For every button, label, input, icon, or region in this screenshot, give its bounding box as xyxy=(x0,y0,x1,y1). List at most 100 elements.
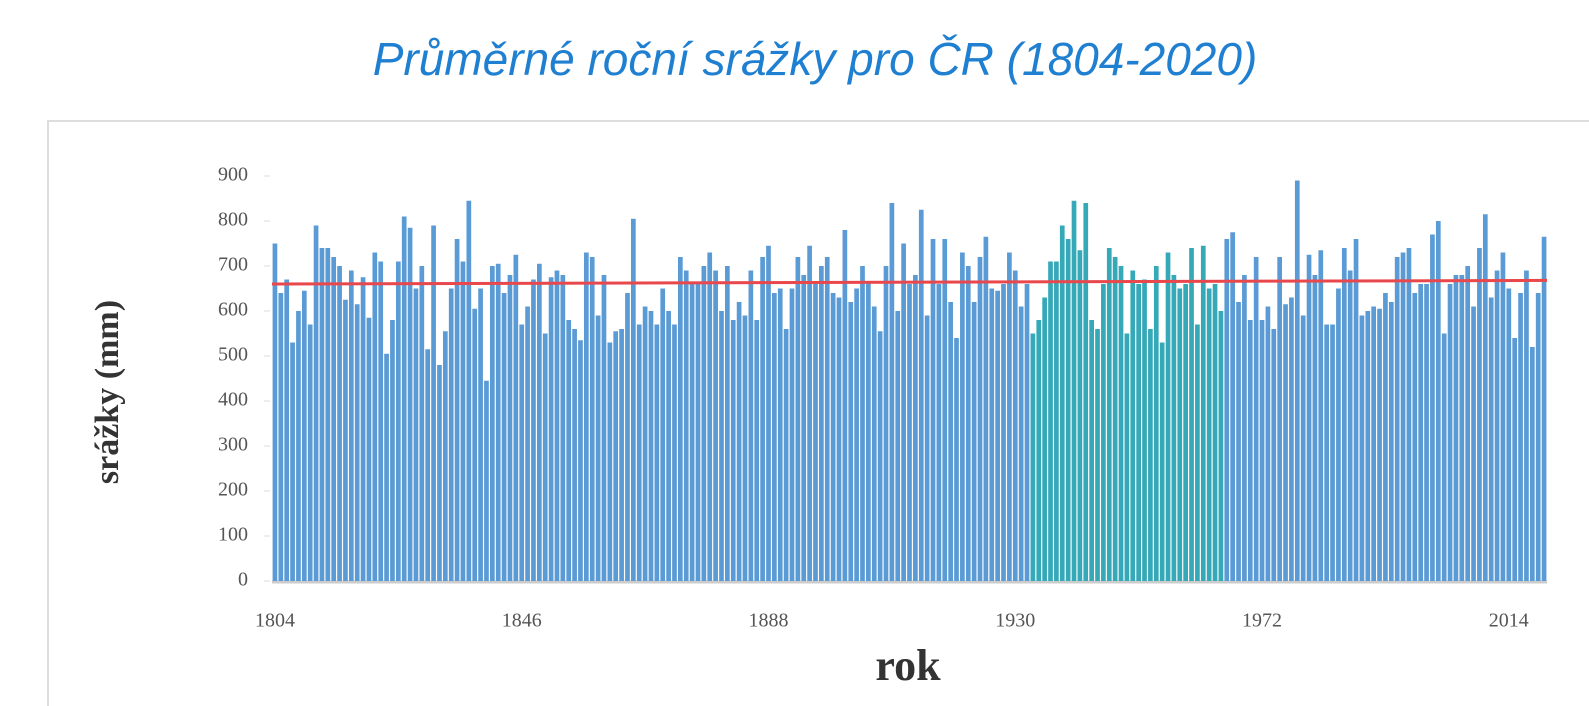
bar xyxy=(595,315,601,581)
bar xyxy=(977,257,983,581)
bar xyxy=(448,288,454,581)
bar xyxy=(813,284,818,581)
bar xyxy=(760,257,765,581)
bar xyxy=(1001,284,1006,581)
bar xyxy=(536,263,542,581)
bar xyxy=(777,288,783,581)
bar xyxy=(607,342,613,581)
bar xyxy=(589,257,595,581)
bar xyxy=(284,279,290,581)
bar xyxy=(296,311,301,581)
bar xyxy=(1294,180,1300,581)
bar xyxy=(1095,329,1100,581)
bar xyxy=(1159,342,1165,581)
bar xyxy=(460,261,466,581)
bar xyxy=(1424,284,1429,581)
y-tick-label: 800 xyxy=(218,209,248,231)
bar xyxy=(889,203,895,581)
bar xyxy=(1089,320,1094,581)
bar xyxy=(1083,203,1089,581)
bar xyxy=(548,277,554,581)
bar xyxy=(1124,333,1130,581)
bar xyxy=(1482,214,1488,581)
bar xyxy=(1535,293,1541,581)
bar xyxy=(1518,293,1523,581)
bar xyxy=(525,306,530,581)
bar xyxy=(795,257,801,581)
bar xyxy=(901,243,906,581)
bar xyxy=(319,248,325,581)
bar xyxy=(1253,257,1259,581)
bar xyxy=(343,299,348,581)
bar xyxy=(578,340,583,581)
bar xyxy=(313,225,319,581)
bar xyxy=(754,320,760,581)
bar xyxy=(1242,275,1247,581)
bar xyxy=(542,333,548,581)
bar xyxy=(619,329,624,581)
bar xyxy=(301,290,307,581)
bar xyxy=(290,342,295,581)
x-tick-label: 2014 xyxy=(1489,610,1529,632)
bar xyxy=(772,293,777,581)
bar xyxy=(1406,248,1412,581)
bar xyxy=(742,315,748,581)
bar xyxy=(736,302,742,581)
bar xyxy=(395,261,401,581)
bar xyxy=(989,288,995,581)
y-tick-label: 100 xyxy=(218,524,248,546)
bar xyxy=(630,218,636,581)
y-tick-label: 200 xyxy=(218,479,248,501)
bar xyxy=(1500,252,1506,581)
bar xyxy=(960,252,965,581)
bar xyxy=(1306,254,1312,581)
bar xyxy=(719,311,724,581)
x-tick-label: 1804 xyxy=(255,610,295,632)
bar xyxy=(1177,288,1183,581)
bar xyxy=(278,293,284,581)
bar xyxy=(1195,324,1200,581)
bar xyxy=(401,216,407,581)
bar xyxy=(783,329,789,581)
bar xyxy=(531,279,536,581)
bar xyxy=(1471,306,1476,581)
x-tick-label: 1846 xyxy=(502,610,542,632)
bar xyxy=(666,311,671,581)
bar xyxy=(366,317,372,581)
bar xyxy=(501,293,507,581)
bar xyxy=(1112,257,1118,581)
bar xyxy=(1130,270,1136,581)
bar xyxy=(1218,311,1224,581)
y-tick-label: 300 xyxy=(218,434,248,456)
bar xyxy=(507,275,513,581)
bar xyxy=(1247,320,1253,581)
bar xyxy=(1265,306,1271,581)
bar xyxy=(272,243,278,581)
bar xyxy=(695,284,701,581)
bar xyxy=(995,290,1000,581)
bar xyxy=(713,270,718,581)
bar xyxy=(325,248,331,581)
bar xyxy=(1259,320,1265,581)
bar xyxy=(1054,261,1059,581)
bar xyxy=(307,324,313,581)
bar xyxy=(1136,284,1141,581)
bar xyxy=(407,227,413,581)
bar xyxy=(1018,306,1024,581)
bar xyxy=(1529,347,1535,581)
bar xyxy=(1042,297,1047,581)
bar xyxy=(583,252,589,581)
x-axis-label: rok xyxy=(875,641,941,690)
bar xyxy=(1024,284,1030,581)
bar xyxy=(1300,315,1306,581)
bar xyxy=(942,239,948,581)
bar xyxy=(654,324,660,581)
bar xyxy=(454,239,460,581)
bar xyxy=(1459,275,1465,581)
bar xyxy=(337,266,342,581)
bar xyxy=(1365,311,1371,581)
bar xyxy=(1230,232,1236,581)
bar xyxy=(625,293,630,581)
